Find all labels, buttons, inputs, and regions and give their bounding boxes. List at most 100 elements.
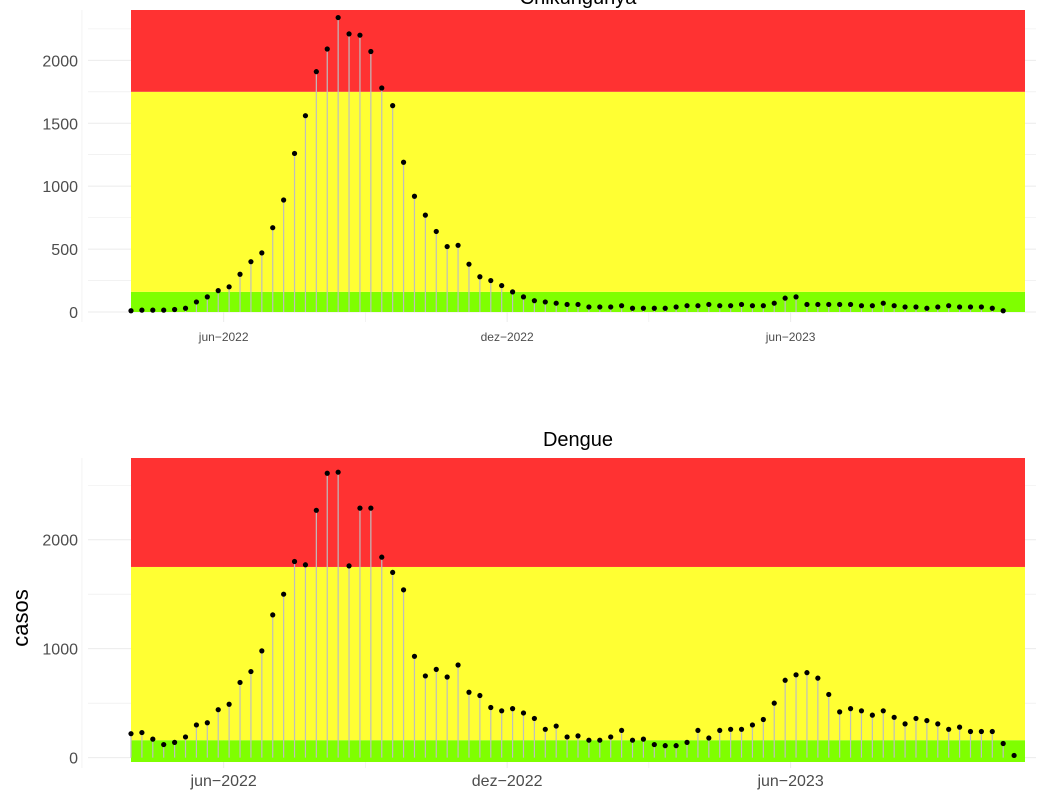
data-point [619,303,625,309]
data-point [313,507,319,513]
data-point [793,672,799,678]
data-point [946,303,952,309]
data-point [684,303,690,309]
data-point [237,271,243,277]
data-point [281,591,287,597]
data-point [379,85,385,91]
data-point [531,715,537,722]
x-tick-label: jun−2022 [198,330,249,344]
data-point [662,743,668,749]
data-point [717,727,723,734]
data-point [956,304,963,310]
data-point [880,708,886,714]
y-tick-label: 0 [69,305,78,322]
data-point [182,305,189,311]
data-point [270,612,276,618]
data-point [989,305,995,311]
data-point [815,675,821,681]
data-point [411,193,418,199]
data-point [564,734,570,740]
data-point [542,726,548,732]
data-point [215,288,221,294]
data-point [150,736,156,742]
data-point [422,212,428,218]
data-point [869,303,875,309]
data-point [826,301,832,308]
data-point [488,704,494,711]
data-point [771,700,777,706]
data-point [847,301,854,308]
data-point [313,69,319,75]
data-point [880,300,886,306]
data-point [673,743,679,749]
data-point [161,741,167,748]
data-point [728,726,734,732]
data-point [248,668,254,675]
data-point [804,301,810,308]
data-point [858,708,865,714]
data-point [509,289,516,295]
data-point [193,722,200,728]
x-tick-label: jun−2023 [756,773,823,790]
data-point [771,300,777,306]
data-point [237,679,243,686]
data-point [161,307,167,313]
data-point [935,721,941,727]
data-point [967,728,974,735]
data-point [640,305,647,311]
data-point [335,14,341,21]
data-point [477,274,483,280]
data-point [728,303,734,309]
x-tick-label: dez−2022 [481,330,534,344]
data-point [978,728,984,735]
data-point [139,307,145,313]
data-point [738,726,745,732]
data-point [760,716,766,723]
panel-title: Chikungunya [520,0,638,9]
data-point [869,712,875,718]
data-point [1000,740,1006,747]
data-point [368,48,374,55]
data-point [128,308,134,314]
data-point [553,300,559,306]
zone-medio [131,566,1025,741]
data-point [204,294,210,300]
y-tick-label: 500 [51,242,78,259]
zone-alto [131,458,1025,567]
data-point [390,569,396,576]
data-point [815,301,821,308]
data-point [324,470,330,476]
data-point [422,673,428,679]
zone-medio [131,91,1025,292]
data-point [259,250,265,256]
data-point [902,721,908,727]
data-point [935,304,941,310]
data-point [1011,752,1017,759]
data-point [390,103,396,109]
data-point [858,303,865,309]
data-point [433,666,439,672]
data-point [837,301,843,308]
data-point [793,294,799,300]
data-point [717,303,723,309]
data-point [782,295,788,301]
data-point [444,674,450,680]
y-tick-label: 2000 [42,533,78,550]
data-point [248,259,254,265]
data-point [826,691,832,698]
data-point [586,737,592,743]
data-point [499,282,505,289]
data-point [902,304,908,310]
data-point [466,261,472,267]
data-point [259,648,265,654]
data-point [651,305,657,311]
data-point [357,505,363,511]
data-point [1000,308,1006,314]
data-point [281,197,287,203]
data-point [466,689,472,695]
data-point [956,724,963,730]
panel-title: Dengue [543,429,613,451]
data-point [411,653,418,659]
x-tick-label: dez−2022 [472,773,543,790]
data-point [226,284,232,290]
